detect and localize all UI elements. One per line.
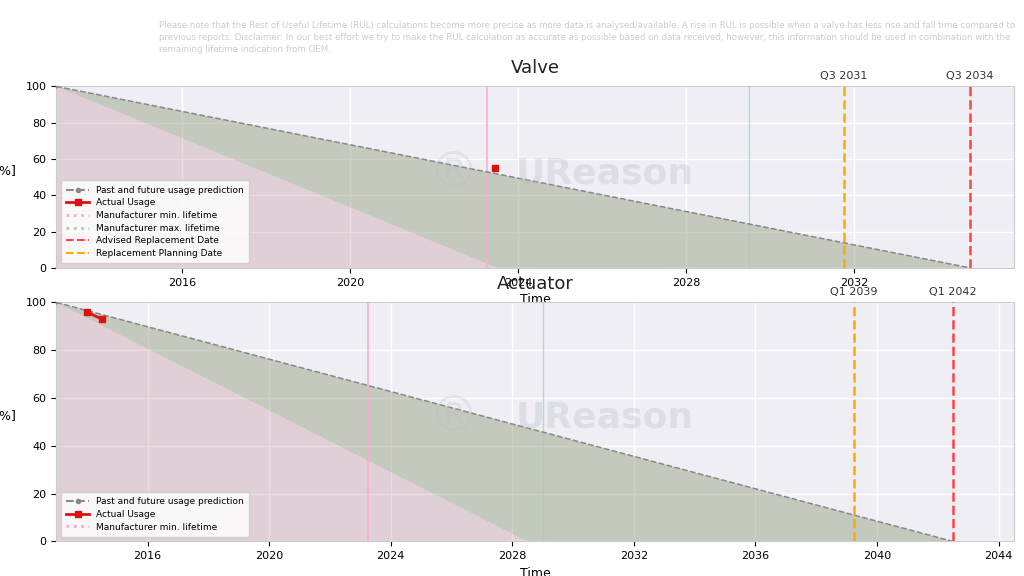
Polygon shape: [56, 86, 970, 268]
Text: Remaining
Useful Life: Remaining Useful Life: [5, 17, 113, 58]
Text: Please note that the Rest of Useful Lifetime (RUL) calculations become more prec: Please note that the Rest of Useful Life…: [159, 21, 1015, 54]
Text: Q3 2034: Q3 2034: [946, 71, 993, 81]
X-axis label: Time: Time: [519, 293, 551, 306]
Text: Q1 2039: Q1 2039: [830, 287, 878, 297]
Y-axis label: [%]: [%]: [0, 164, 17, 177]
Text: Q1 2042: Q1 2042: [929, 287, 977, 297]
Polygon shape: [56, 302, 953, 541]
Text: ®: ®: [428, 150, 477, 198]
Polygon shape: [56, 302, 953, 541]
Y-axis label: [%]: [%]: [0, 409, 17, 422]
Legend: Past and future usage prediction, Actual Usage, Manufacturer min. lifetime, Manu: Past and future usage prediction, Actual…: [60, 180, 249, 263]
Title: Actuator: Actuator: [497, 275, 573, 293]
Text: UReason: UReason: [516, 157, 694, 191]
X-axis label: Time: Time: [519, 567, 551, 576]
Legend: Past and future usage prediction, Actual Usage, Manufacturer min. lifetime: Past and future usage prediction, Actual…: [60, 492, 249, 537]
Text: ®: ®: [428, 393, 477, 441]
Polygon shape: [56, 86, 970, 268]
Text: Q3 2031: Q3 2031: [820, 71, 867, 81]
Text: UReason: UReason: [516, 400, 694, 434]
Title: Valve: Valve: [511, 59, 559, 77]
